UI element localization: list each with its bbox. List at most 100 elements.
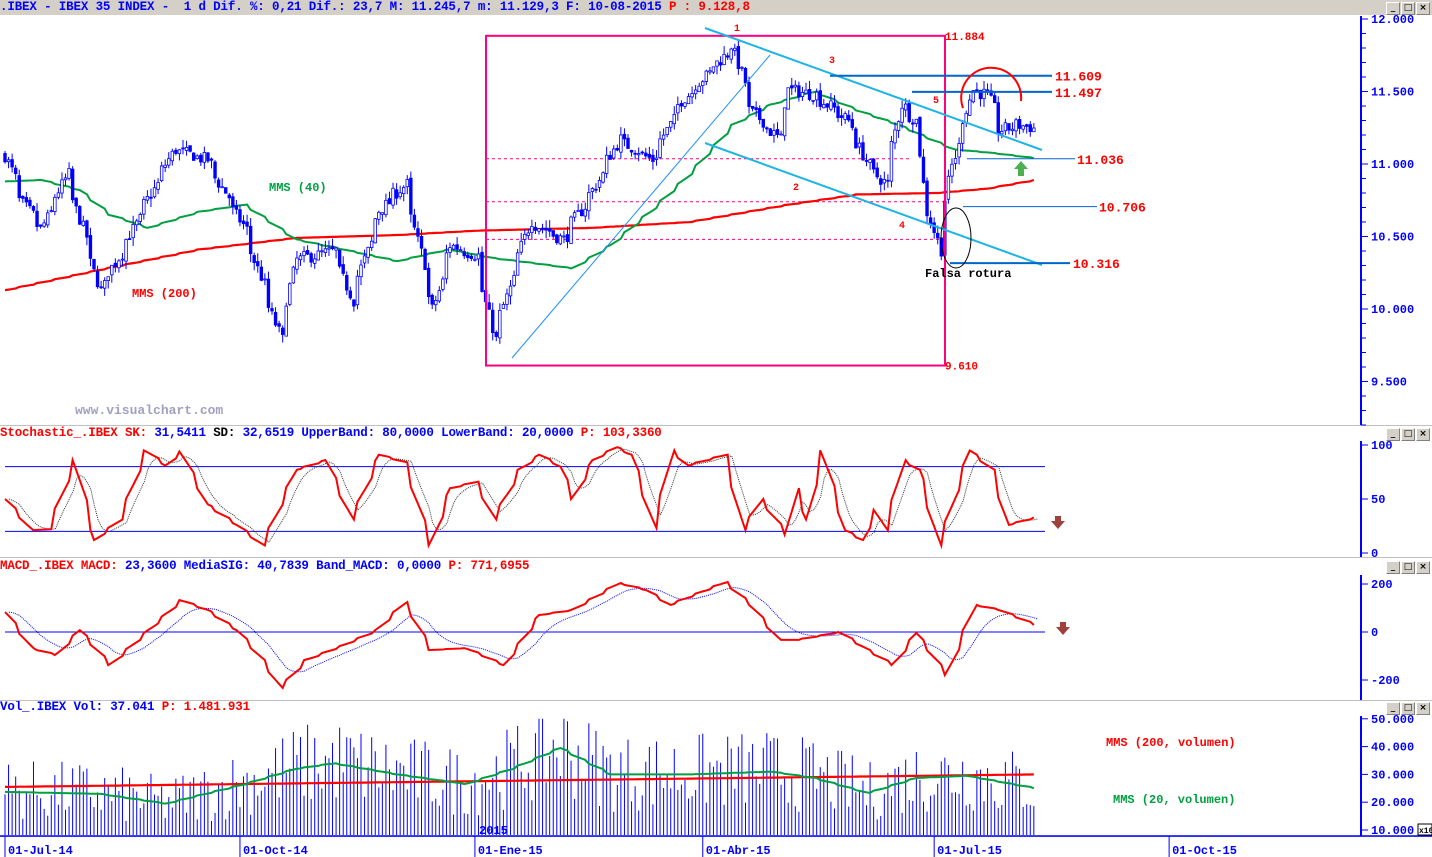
candle-up [334,247,338,251]
maximize-icon[interactable]: □ [1401,561,1415,574]
falsa-rotura-label: Falsa rotura [925,267,1011,281]
candle-down [807,89,812,100]
candle-down [761,118,765,128]
candle-up [953,157,958,164]
candle-up [1014,119,1018,132]
candle-down [565,234,570,243]
candle-up [437,290,442,302]
candle-up [740,66,744,69]
candle-down [797,85,801,98]
up-arrow-icon [1014,161,1028,176]
candle-down [911,122,915,125]
candle-down [1028,124,1032,132]
x-tick-label: 01-Ene-15 [478,844,543,857]
candle-up [526,232,531,236]
candle-up [893,129,897,144]
candle-up [1021,125,1025,130]
candle-down [747,82,751,107]
candle-up [654,157,659,160]
candle-up [67,168,71,179]
vol-tick-label: 30.000 [1371,768,1414,782]
minimize-icon[interactable]: _ [1386,702,1400,715]
close-icon[interactable]: × [1416,561,1430,574]
candle-up [971,90,976,103]
stochastic-sk: 31,5411 [154,426,214,440]
candle-up [800,92,805,97]
channel-upper-line [704,27,1043,151]
level-label-10706: 10.706 [1099,201,1146,216]
wave-label: 5 [933,96,939,107]
vol-mms20-line [4,746,1035,805]
minimize-icon[interactable]: _ [1386,2,1400,15]
candle-up [288,283,292,305]
candle-up [458,249,463,252]
candle-up [49,210,53,212]
stoch-tick-label: 100 [1371,439,1393,453]
candle-up [298,255,303,261]
macd-tick-label: 200 [1371,578,1393,592]
candle-up [263,278,267,281]
vol-tick-label: 20.000 [1371,796,1414,810]
candle-up [704,70,709,82]
candle-up [295,257,299,270]
candle-up [537,228,541,232]
rounded-top-arc [960,66,1023,109]
candle-down [640,151,644,154]
maximize-icon[interactable]: □ [1401,2,1415,15]
close-icon[interactable]: × [1416,2,1430,15]
candle-down [206,152,210,162]
stochastic-window-controls: _ □ × [1386,428,1430,441]
maximize-icon[interactable]: □ [1401,702,1415,715]
close-icon[interactable]: × [1416,702,1430,715]
candle-up [701,81,705,86]
candle-down [305,250,310,255]
candle-down [256,261,260,267]
level-label-11036: 11.036 [1077,153,1124,168]
candle-down [462,251,466,257]
candle-up [42,222,46,227]
minimize-icon[interactable]: _ [1386,428,1400,441]
candle-down [580,209,584,217]
candle-up [316,250,320,261]
candle-up [572,212,577,218]
macd-price: P: 771,6955 [448,559,530,573]
minimize-icon[interactable]: _ [1386,561,1400,574]
close-icon[interactable]: × [1416,428,1430,441]
candle-up [882,179,887,184]
candle-up [914,118,919,124]
candle-up [380,212,385,215]
candle-down [718,62,723,66]
candle-up [102,280,107,289]
candle-up [804,89,808,94]
candle-down [918,116,922,157]
candle-down [330,245,335,250]
candle-down [74,197,78,207]
candle-down [277,323,281,327]
candle-down [615,147,620,151]
candle-up [562,235,566,238]
candle-down [832,102,837,108]
candle-down [864,160,869,162]
maximize-icon[interactable]: □ [1401,428,1415,441]
candle-down [85,220,89,238]
candle-down [345,275,349,291]
candle-down [409,177,413,215]
candle-down [854,128,858,149]
candle-up [145,195,150,201]
candle-up [284,305,288,337]
candle-down [494,332,498,337]
candle-down [387,198,392,205]
candle-down [78,206,82,225]
candle-up [434,300,438,306]
vol-mms200-label: MMS (200, volumen) [1106,736,1236,750]
candle-down [394,189,399,199]
candle-down [92,258,96,270]
candle-up [291,266,296,284]
candle-down [127,238,132,241]
candle-down [216,179,221,188]
stoch-tick-label: 0 [1371,547,1378,561]
volume-price: P: 1.481.931 [161,700,250,714]
candle-down [149,196,153,199]
volume-name: Vol_.IBEX Vol: 37.041 [0,700,162,714]
